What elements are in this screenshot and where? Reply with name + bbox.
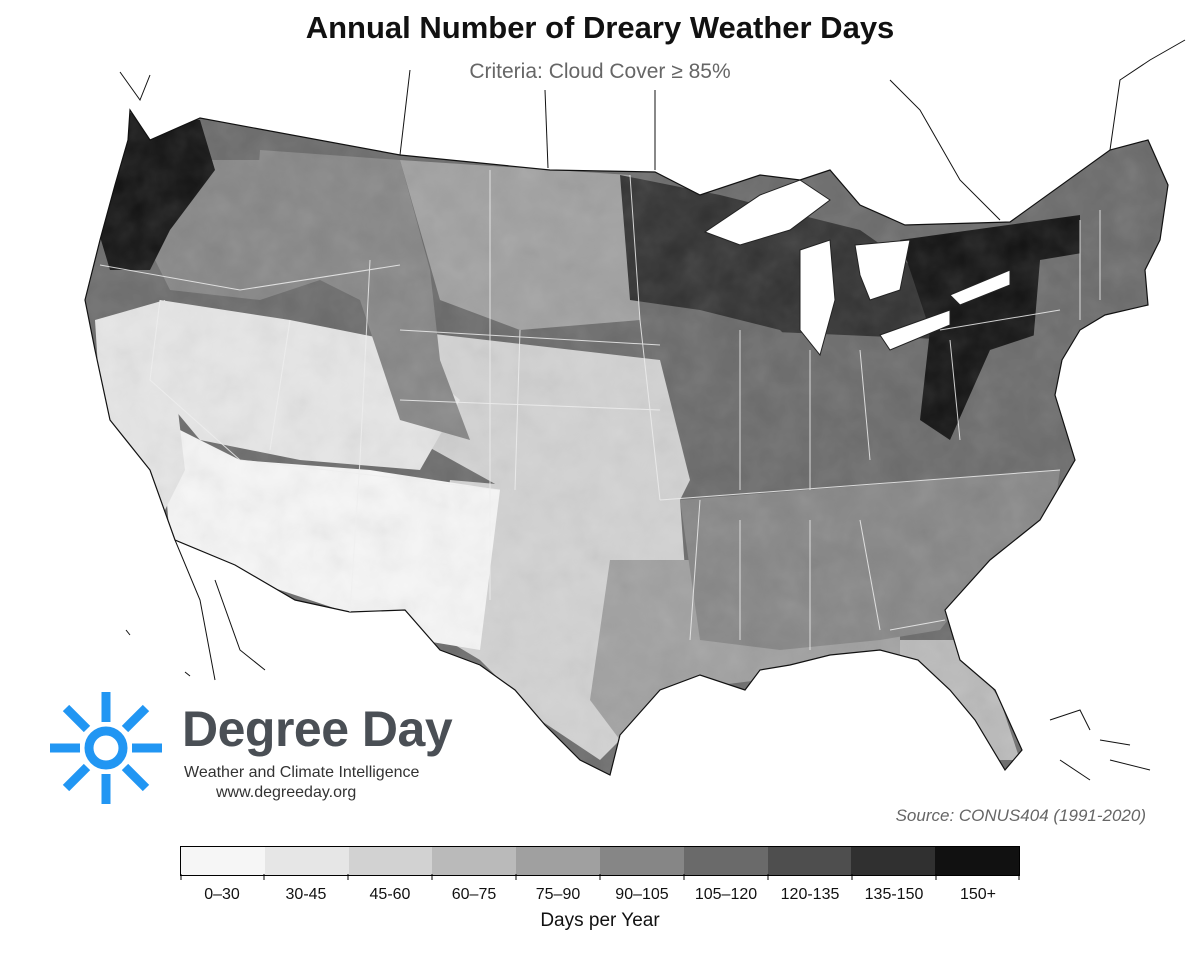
legend-labels: 0–30 30-45 45-60 60–75 75–90 90–105 105–120 120… bbox=[180, 886, 1020, 904]
legend-title: Days per Year bbox=[540, 910, 660, 931]
legend-swatch bbox=[767, 847, 852, 875]
sun-icon bbox=[50, 692, 162, 804]
legend-label: 90–105 bbox=[615, 886, 669, 903]
legend-label: 150+ bbox=[959, 886, 997, 903]
legend-swatch bbox=[516, 847, 600, 875]
legend-swatch bbox=[348, 847, 433, 875]
legend-swatch bbox=[264, 847, 349, 875]
legend-label: 60–75 bbox=[451, 886, 497, 903]
logo-name: Degree Day bbox=[182, 701, 453, 757]
great-lakes bbox=[703, 179, 1011, 357]
state-borders bbox=[99, 170, 1101, 650]
legend-swatch bbox=[851, 847, 936, 875]
map-title: Annual Number of Dreary Weather Days bbox=[305, 10, 895, 45]
legend-swatch bbox=[599, 847, 684, 875]
legend-swatch bbox=[935, 847, 1019, 875]
legend-label: 120-135 bbox=[780, 886, 840, 903]
logo[interactable]: Degree Day Weather and Climate Intellige… bbox=[48, 690, 468, 810]
legend-label: 135-150 bbox=[864, 886, 924, 903]
legend-swatch bbox=[432, 847, 517, 875]
logo-url[interactable]: www.degreeday.org bbox=[216, 784, 357, 801]
neighbor-outlines bbox=[119, 39, 1186, 781]
legend-label: 45-60 bbox=[369, 886, 411, 903]
legend-ticks bbox=[180, 874, 1020, 880]
legend-colorbar bbox=[180, 846, 1020, 876]
legend-swatch bbox=[181, 847, 265, 875]
logo-tagline: Weather and Climate Intelligence bbox=[184, 764, 420, 781]
source-note: Source: CONUS404 (1991-2020) bbox=[895, 806, 1146, 825]
legend-label: 105–120 bbox=[694, 886, 758, 903]
legend-label: 30-45 bbox=[285, 886, 327, 903]
map-subtitle: Criteria: Cloud Cover ≥ 85% bbox=[469, 60, 731, 83]
legend-label: 75–90 bbox=[535, 886, 581, 903]
us-outline bbox=[84, 108, 1169, 776]
legend-label: 0–30 bbox=[204, 886, 240, 903]
legend-swatch bbox=[683, 847, 768, 875]
